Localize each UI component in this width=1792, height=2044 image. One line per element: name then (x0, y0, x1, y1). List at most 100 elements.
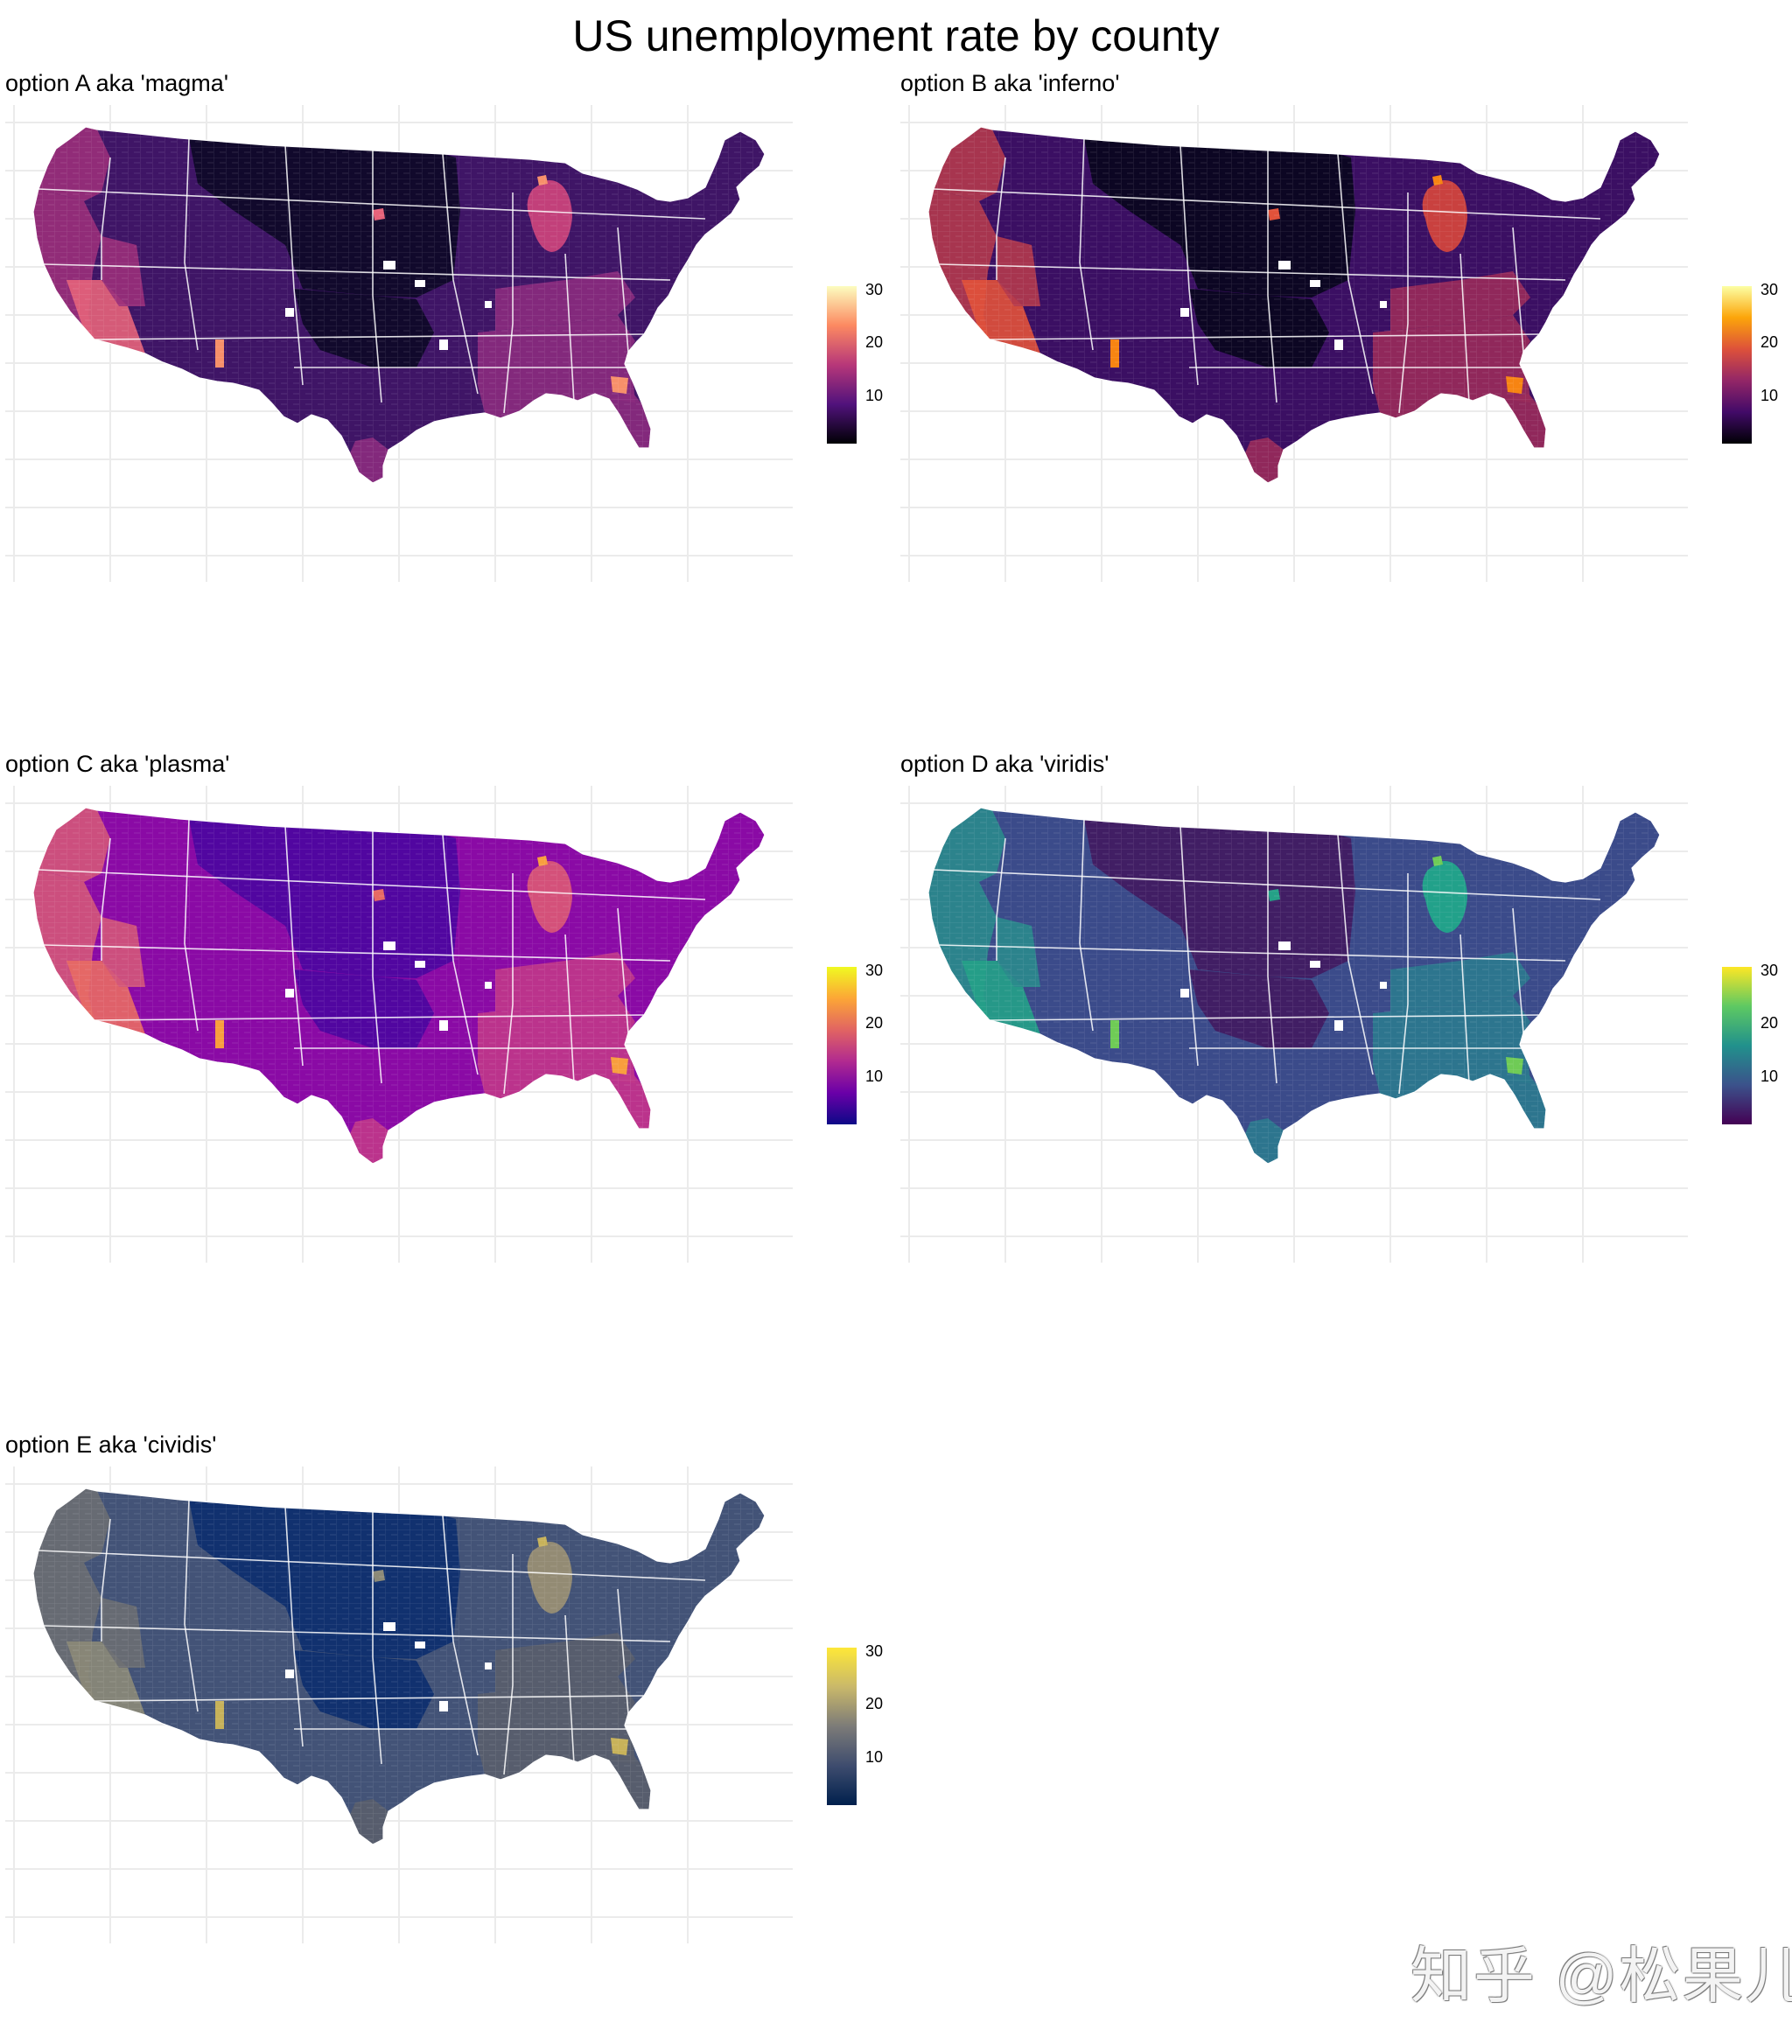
legend-tick-label: 30 (865, 1642, 884, 1660)
legend-tick (857, 341, 863, 344)
legend-tick-label: 10 (1760, 386, 1779, 404)
panel-d-legend: 10 20 30 (1722, 962, 1792, 1124)
panel-b-title: option B aka 'inferno' (900, 70, 1120, 96)
panel-a-title: option A aka 'magma' (5, 70, 228, 96)
state-border (442, 834, 479, 1075)
state-border (564, 253, 575, 403)
legend-tick (1752, 341, 1758, 344)
county-hotspot (126, 369, 144, 385)
county-hotspot (1005, 368, 1023, 383)
missing-county (485, 982, 492, 989)
missing-county (1380, 982, 1387, 989)
state-border (1460, 253, 1470, 403)
us-outline (928, 807, 1661, 1165)
missing-county (439, 1020, 448, 1031)
state-border (442, 153, 479, 395)
legend-tick-label: 20 (865, 1695, 884, 1713)
state-border (617, 1588, 629, 1714)
legend-tick (1752, 394, 1758, 396)
panel-e-legend: 10 20 30 (827, 1642, 897, 1805)
missing-county (485, 1662, 492, 1670)
state-border (1337, 834, 1374, 1075)
missing-county (415, 280, 425, 287)
missing-county (439, 1701, 448, 1712)
state-border (184, 137, 199, 351)
missing-county (1380, 301, 1387, 308)
missing-county (1278, 942, 1291, 950)
state-border (564, 934, 575, 1084)
missing-county (285, 989, 294, 998)
state-border (1398, 192, 1409, 414)
state-border (1079, 137, 1094, 351)
state-border (38, 869, 706, 900)
state-border (38, 188, 706, 220)
legend-tick-label: 30 (865, 961, 884, 979)
legend-tick-label: 10 (1760, 1067, 1779, 1085)
legend-tick (857, 1755, 863, 1758)
county-hotspot (110, 1048, 128, 1064)
state-border (1460, 934, 1470, 1084)
legend-tick (857, 1649, 863, 1652)
state-border (1512, 907, 1524, 1033)
legend-tick (1752, 1074, 1758, 1077)
panel-b-map (900, 105, 1688, 582)
state-border (933, 869, 1601, 900)
state-border (43, 1625, 671, 1642)
state-border (617, 227, 629, 353)
legend-tick-label: 20 (865, 333, 884, 352)
missing-county (285, 308, 294, 317)
panel-e-map (5, 1466, 793, 1943)
panel-e-title: option E aka 'cividis' (5, 1432, 217, 1458)
state-border (617, 907, 629, 1033)
missing-county (383, 1622, 396, 1631)
legend-tick-label: 10 (865, 386, 884, 404)
state-border (989, 1014, 1540, 1021)
legend-tick-label: 20 (1760, 1014, 1779, 1032)
legend-colorbar (827, 1648, 857, 1805)
state-border (503, 873, 514, 1095)
state-border (184, 1499, 199, 1712)
legend-colorbar (1722, 286, 1752, 444)
state-border (1079, 818, 1094, 1032)
state-border (43, 944, 671, 962)
state-border (1180, 144, 1199, 386)
state-border (503, 192, 514, 414)
panel-b-legend: 10 20 30 (1722, 281, 1792, 444)
legend-tick (1752, 1022, 1758, 1025)
panel-a-legend: 10 20 30 (827, 281, 897, 444)
panel-d-title: option D aka 'viridis' (900, 751, 1110, 777)
panel-c-title: option C aka 'plasma' (5, 751, 230, 777)
county-hotspot (530, 1115, 553, 1139)
county-hotspot (530, 1796, 553, 1820)
state-border (938, 944, 1566, 962)
missing-county (1180, 989, 1189, 998)
us-outline (32, 807, 766, 1165)
legend-tick-label: 20 (865, 1014, 884, 1032)
legend-tick (1752, 969, 1758, 971)
state-border (989, 333, 1540, 340)
state-border (1398, 873, 1409, 1095)
panel-d-map (900, 786, 1688, 1263)
missing-county (1310, 961, 1320, 968)
missing-county (485, 301, 492, 308)
legend-tick-label: 20 (1760, 333, 1779, 352)
legend-tick-label: 30 (1760, 280, 1779, 298)
state-border (564, 1614, 575, 1765)
county-hotspot (1425, 434, 1448, 458)
legend-tick-label: 10 (865, 1747, 884, 1766)
legend-colorbar (827, 967, 857, 1124)
county-hotspot (530, 434, 553, 458)
legend-tick (857, 288, 863, 290)
missing-county (415, 1642, 425, 1648)
state-border (938, 263, 1566, 281)
county-hotspot (1005, 1048, 1023, 1064)
missing-county (415, 961, 425, 968)
legend-tick (857, 1703, 863, 1705)
state-border (284, 1506, 304, 1747)
state-border (1512, 227, 1524, 353)
state-border (1337, 153, 1374, 395)
county-hotspot (1021, 369, 1039, 385)
state-border (933, 188, 1601, 220)
state-border (38, 1550, 706, 1581)
legend-tick (857, 394, 863, 396)
